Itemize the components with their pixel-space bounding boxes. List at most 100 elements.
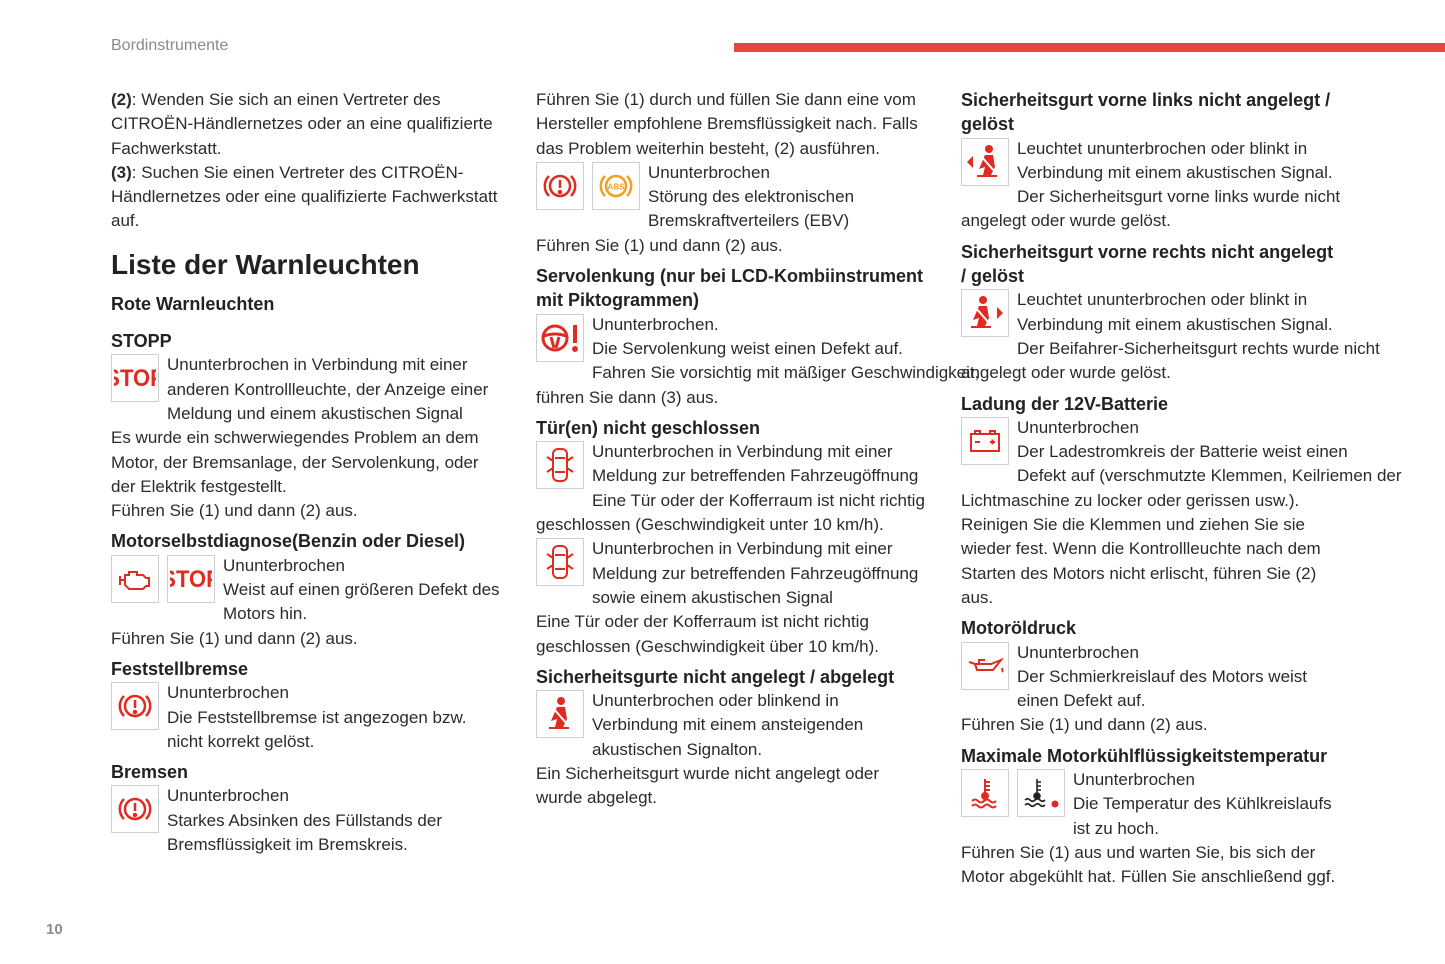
warning-icon-group — [961, 137, 1009, 186]
text-line: Führen Sie (1) und dann (2) aus. — [111, 501, 358, 521]
text-line: (3): Suchen Sie einen Vertreter des CITR… — [111, 161, 516, 185]
text-line: Fachwerkstatt. — [111, 138, 222, 158]
oil-pressure-icon — [961, 641, 1009, 690]
text-line: Führen Sie (1) und dann (2) aus. — [111, 628, 358, 648]
text-line: Lichtmaschine zu locker oder gerissen us… — [961, 490, 1300, 510]
stop-icon: STOP — [167, 554, 215, 603]
coolant-temperature-icon — [961, 769, 1009, 818]
text-line: Ein Sicherheitsgurt wurde nicht angelegt… — [536, 764, 880, 784]
text-line: Meldung zur betreffenden Fahrzeugöffnung — [592, 466, 919, 486]
warning-icon-group — [536, 313, 584, 362]
text-line: Motor, der Bremsanlage, der Servolenkung… — [111, 452, 479, 472]
section-heading: gelöst — [961, 114, 1015, 135]
seatbelt-left-icon — [961, 137, 1009, 186]
running-header: Bordinstrumente — [111, 37, 229, 54]
text-line: führen Sie dann (3) aus. — [536, 387, 719, 407]
text-line: aus. — [961, 587, 994, 607]
warning-icon-group — [536, 690, 584, 739]
text-line: Ununterbrochen — [1073, 770, 1195, 790]
text-line: Bremsflüssigkeit im Bremskreis. — [167, 835, 408, 855]
column-right: Sicherheitsgurt vorne links nicht angele… — [961, 88, 1402, 890]
section-heading: Tür(en) nicht geschlossen — [536, 417, 761, 438]
text-line: Der Sicherheitsgurt vorne links wurde ni… — [1017, 187, 1341, 207]
section-heading: Rote Warnleuchten — [111, 293, 275, 314]
section-heading: mit Piktogrammen) — [536, 290, 700, 311]
text-line: auf. — [111, 211, 140, 231]
text-line: wurde abgelegt. — [536, 788, 657, 808]
warning-icon-group: STOP — [111, 554, 215, 603]
section-heading: Motorselbstdiagnose(Benzin oder Diesel) — [111, 531, 466, 552]
text-line: Hersteller empfohlene Bremsflüssigkeit n… — [536, 114, 918, 134]
column-middle: Führen Sie (1) durch und füllen Sie dann… — [536, 88, 980, 811]
section-heading: / gelöst — [961, 266, 1025, 287]
text-line: Führen Sie (1) durch und füllen Sie dann… — [536, 90, 916, 109]
text-line: Der Ladestromkreis der Batterie weist ei… — [1017, 442, 1348, 462]
text-line: Leuchtet ununterbrochen oder blinkt in — [1017, 290, 1308, 310]
door-open-icon — [536, 538, 584, 587]
text-line: Ununterbrochen in Verbindung mit einer — [167, 355, 468, 375]
text-line: Ununterbrochen in Verbindung mit einer — [592, 442, 893, 462]
text-line: Ununterbrochen oder blinkend in — [592, 691, 839, 711]
text-line: Ununterbrochen — [223, 555, 345, 575]
coolant-temperature-alert-icon — [1017, 769, 1065, 818]
text-line: Ununterbrochen. — [592, 314, 719, 334]
text-line: Ununterbrochen — [648, 162, 770, 182]
text-line: der Elektrik festgestellt. — [111, 476, 287, 496]
svg-text:ABS: ABS — [608, 182, 626, 191]
text-line: Eine Tür oder der Kofferraum ist nicht r… — [592, 490, 925, 510]
text-line: Ununterbrochen in Verbindung mit einer — [592, 539, 893, 559]
text-line: sowie einem akustischen Signal — [592, 587, 833, 607]
section-heading: Bremsen — [111, 762, 189, 783]
section-heading: Motoröldruck — [961, 618, 1076, 639]
text-line: Weist auf einen größeren Defekt des — [223, 580, 500, 600]
text-line: Ununterbrochen — [1017, 642, 1139, 662]
warning-icon-group — [536, 441, 584, 490]
reference-number: (3) — [111, 162, 132, 182]
reference-number: (2) — [111, 90, 132, 109]
text-line: geschlossen (Geschwindigkeit über 10 km/… — [536, 636, 879, 656]
text-line: nicht korrekt gelöst. — [167, 731, 315, 751]
warning-icon-group — [961, 769, 1065, 818]
text-line: geschlossen (Geschwindigkeit unter 10 km… — [536, 515, 884, 535]
warning-icon-group: STOP — [111, 354, 159, 403]
seatbelt-right-icon — [961, 289, 1009, 338]
text-line: Der Schmierkreislauf des Motors weist — [1017, 666, 1308, 686]
text-line: Defekt auf (verschmutzte Klemmen, Keilri… — [1017, 466, 1402, 486]
text-line: Es wurde ein schwerwiegendes Problem an … — [111, 428, 479, 448]
column-left: (2): Wenden Sie sich an einen Vertreter … — [111, 88, 516, 857]
section-title: Liste der Warnleuchten — [111, 248, 420, 280]
text-line: Bremskraftverteilers (EBV) — [648, 211, 850, 231]
abs-icon: ABS — [592, 161, 640, 210]
svg-text:STOP: STOP — [170, 566, 212, 592]
text-line: angelegt oder wurde gelöst. — [961, 363, 1171, 383]
section-heading: Sicherheitsgurte nicht angelegt / abgele… — [536, 666, 895, 687]
text-line: einen Defekt auf. — [1017, 691, 1146, 711]
text-line: Starten des Motors nicht erlischt, führe… — [961, 563, 1317, 583]
seatbelt-icon — [536, 690, 584, 739]
text-line: Ununterbrochen — [167, 786, 289, 806]
battery-icon — [961, 416, 1009, 465]
header-accent-bar — [734, 43, 1445, 52]
text-line: Motors hin. — [223, 604, 308, 624]
text-line: Reinigen Sie die Klemmen und ziehen Sie … — [961, 515, 1305, 535]
text-line: akustischen Signalton. — [592, 739, 763, 759]
engine-icon — [111, 554, 159, 603]
stop-icon: STOP — [111, 354, 159, 403]
text-line: Verbindung mit einem ansteigenden — [592, 715, 864, 735]
text-line: Die Temperatur des Kühlkreislaufs — [1073, 794, 1332, 814]
text-line: Fahren Sie vorsichtig mit mäßiger Geschw… — [592, 363, 980, 383]
warning-icon-group — [961, 289, 1009, 338]
warning-icon-group — [961, 641, 1009, 690]
text-line: das Problem weiterhin besteht, (2) ausfü… — [536, 138, 880, 158]
text-line: Meldung zur betreffenden Fahrzeugöffnung — [592, 563, 919, 583]
text-line: Die Feststellbremse ist angezogen bzw. — [167, 707, 467, 727]
warning-icon-group — [111, 785, 159, 834]
warning-icon-group — [536, 538, 584, 587]
text-line: Leuchtet ununterbrochen oder blinkt in — [1017, 138, 1308, 158]
brake-icon — [536, 161, 584, 210]
text-line: Störung des elektronischen — [648, 187, 855, 207]
text-line: CITROËN-Händlernetzes oder an eine quali… — [111, 114, 493, 134]
text-line: Händlernetzes oder eine qualifizierte Fa… — [111, 187, 498, 207]
brake-icon — [111, 682, 159, 731]
section-heading: Servolenkung (nur bei LCD-Kombiinstrumen… — [536, 266, 924, 287]
